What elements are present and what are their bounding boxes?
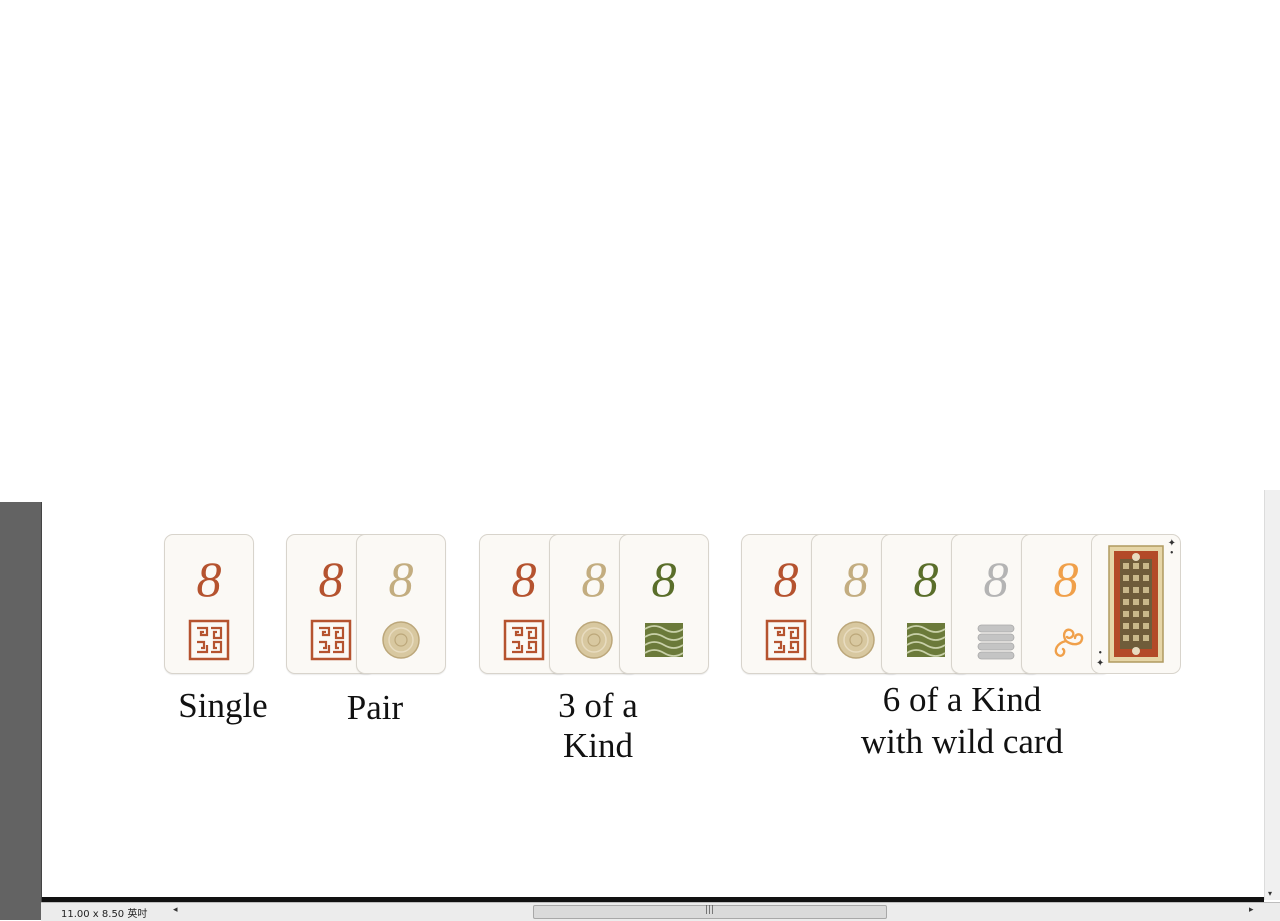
wild-card: ✦ • • ✦ xyxy=(1091,534,1181,674)
status-bar: 11.00 x 8.50 英吋 ◂ ||| ▸ xyxy=(41,902,1280,921)
card-rank: 8 xyxy=(388,551,414,607)
key-knot-icon xyxy=(765,619,807,661)
scroll-left-icon[interactable]: ◂ xyxy=(173,905,178,915)
grip-icon: ||| xyxy=(705,905,715,915)
label-pair: Pair xyxy=(346,688,404,727)
card-8-green: 8 xyxy=(619,534,709,674)
triskele-icon xyxy=(1054,628,1084,657)
braid-knot-icon xyxy=(644,623,684,657)
canvas-bottom-border xyxy=(42,897,1264,902)
label-single: Single xyxy=(178,686,268,725)
card-rank: 8 xyxy=(983,551,1009,607)
braid-knot-icon xyxy=(906,623,946,657)
left-panel xyxy=(0,502,42,920)
wild-pip-top-icon: ✦ • xyxy=(1167,538,1176,559)
label-six-line2: with wild card xyxy=(860,722,1064,761)
card-rank: 8 xyxy=(581,551,607,607)
card-rank: 8 xyxy=(318,551,344,607)
card-rank: 8 xyxy=(196,551,222,607)
wild-card-face-icon xyxy=(1108,545,1164,663)
key-knot-icon xyxy=(503,619,545,661)
card-rank: 8 xyxy=(913,551,939,607)
key-knot-icon xyxy=(310,619,352,661)
card-8-red: 8 xyxy=(164,534,254,674)
card-8-tan: 8 xyxy=(356,534,446,674)
card-rank: 8 xyxy=(511,551,537,607)
knot-medallion-icon xyxy=(837,621,875,659)
card-rank: 8 xyxy=(651,551,677,607)
key-knot-icon xyxy=(188,619,230,661)
knot-medallion-icon xyxy=(382,621,420,659)
scroll-down-icon[interactable]: ▾ xyxy=(1268,889,1273,898)
card-rank: 8 xyxy=(1053,551,1079,607)
knot-medallion-icon xyxy=(575,621,613,659)
chain-knot-icon xyxy=(977,624,1015,660)
wild-pip-bottom-icon: • ✦ xyxy=(1096,648,1105,669)
card-rank: 8 xyxy=(773,551,799,607)
label-three-line2: Kind xyxy=(563,726,633,765)
vertical-scrollbar[interactable]: ▾ xyxy=(1264,490,1280,900)
card-rank: 8 xyxy=(843,551,869,607)
scroll-right-icon[interactable]: ▸ xyxy=(1249,905,1254,915)
label-three-line1: 3 of a xyxy=(558,686,638,725)
page-size-readout: 11.00 x 8.50 英吋 xyxy=(61,909,148,920)
label-six-line1: 6 of a Kind xyxy=(882,680,1042,719)
horizontal-scroll-thumb[interactable]: ||| xyxy=(533,905,887,919)
